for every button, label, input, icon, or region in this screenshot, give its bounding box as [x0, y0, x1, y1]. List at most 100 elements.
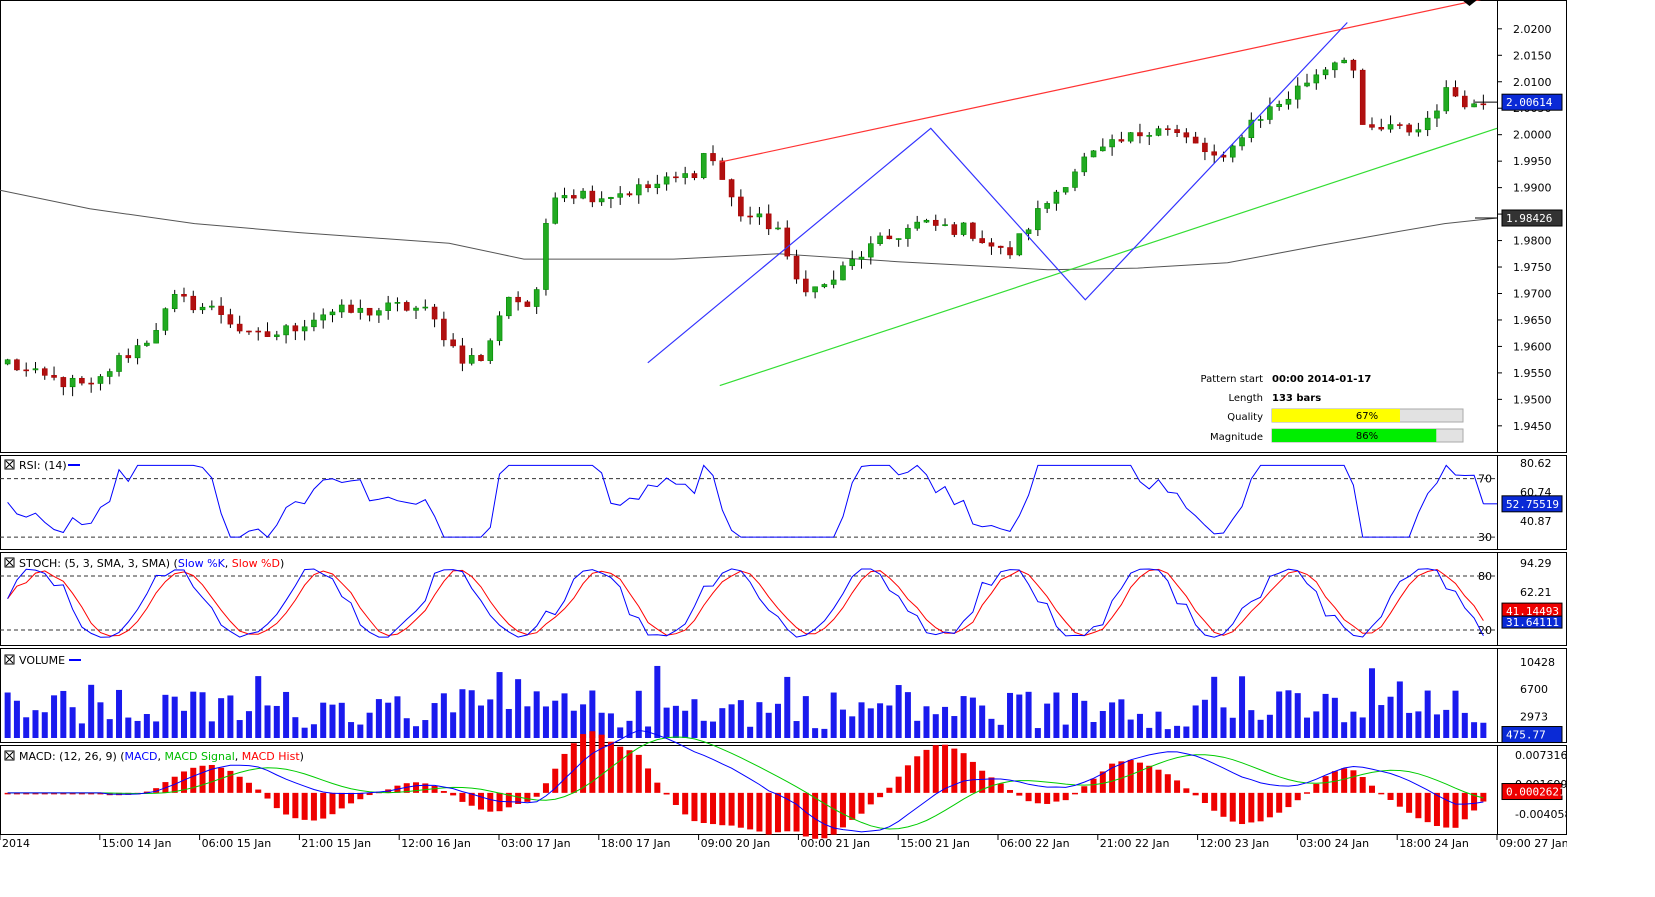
candle-body — [654, 183, 661, 189]
macd-hist-bar — [1406, 792, 1413, 813]
rsi-level-label: 70 — [1478, 473, 1492, 486]
candle-body — [413, 307, 419, 311]
stoch-close-icon[interactable] — [4, 557, 15, 568]
macd-hist-bar — [468, 792, 475, 806]
volume-bar — [1220, 707, 1227, 738]
macd-hist-bar — [143, 791, 150, 794]
macd-hist-bar — [1053, 792, 1060, 802]
macd-hist-bar — [1276, 792, 1283, 813]
candle-body — [700, 153, 707, 179]
volume-close-icon[interactable] — [4, 654, 15, 665]
macd-hist-bar — [1127, 759, 1134, 793]
macd-hist-bar — [413, 782, 420, 793]
y-tick-label: 2.0150 — [1513, 49, 1552, 62]
macd-hist-bar — [747, 792, 754, 830]
macd-hist-bar — [60, 792, 67, 795]
volume-bar — [413, 726, 420, 738]
volume-bar — [524, 706, 531, 738]
candle-body — [543, 223, 549, 290]
volume-bar — [1118, 699, 1125, 738]
macd-hist-bar — [348, 792, 355, 804]
macd-hist-bar — [570, 743, 577, 793]
volume-bar — [1136, 713, 1143, 738]
volume-bars: 10428 6700 2973 475.77 — [4, 656, 1563, 744]
candle-body — [1007, 247, 1013, 256]
candle-body — [1415, 129, 1422, 133]
candle-body — [1072, 171, 1078, 188]
volume-bar — [1229, 717, 1236, 738]
macd-hist-bar — [1025, 792, 1032, 802]
volume-bar — [125, 717, 132, 738]
macd-legend-macd: MACD — [125, 750, 158, 763]
macd-hist-bar — [691, 792, 698, 822]
rsi-level-label: 30 — [1478, 531, 1492, 544]
macd-hist-bar — [338, 792, 345, 809]
volume-bar — [422, 720, 429, 738]
macd-close-icon[interactable] — [4, 750, 15, 761]
candle-body — [1053, 191, 1060, 204]
volume-bar — [23, 717, 30, 738]
candle-body — [821, 284, 828, 288]
candle-body — [283, 325, 289, 336]
pattern-quality-value: 67% — [1356, 411, 1378, 422]
candle-body — [14, 359, 20, 371]
candle-body — [1341, 59, 1347, 64]
y-tick-label: 2.0200 — [1513, 23, 1552, 36]
volume-bar — [747, 726, 754, 738]
candle-body — [561, 195, 568, 199]
macd-hist-bar — [329, 792, 336, 815]
candle-body — [979, 238, 985, 244]
volume-bar — [375, 699, 382, 738]
volume-bar — [997, 724, 1004, 738]
macd-hist-bar — [1378, 792, 1385, 795]
candle-body — [292, 325, 299, 332]
macd-hist-bar — [1396, 792, 1403, 807]
volume-bar — [1174, 725, 1181, 738]
macd-hist-bar — [561, 753, 568, 793]
volume-bar — [979, 705, 986, 738]
candle-body — [1146, 135, 1153, 137]
y-tick-label: 1.9600 — [1513, 340, 1552, 353]
macd-hist-bar — [1331, 771, 1338, 793]
macd-hist-bar — [208, 764, 215, 793]
volume-bar — [988, 718, 995, 738]
macd-hist-bar — [264, 792, 271, 799]
candle-body — [144, 342, 150, 346]
volume-bar — [143, 714, 150, 738]
macd-hist-bar — [969, 761, 976, 793]
volume-bar — [162, 694, 169, 738]
volume-tick-label: 2973 — [1520, 710, 1548, 723]
volume-bar — [264, 705, 271, 738]
volume-bar — [403, 718, 410, 738]
candle-body — [246, 330, 252, 333]
x-tick-label: 03:00 17 Jan — [501, 837, 571, 850]
rsi-close-icon[interactable] — [4, 459, 15, 470]
macd-hist-bar — [812, 792, 819, 839]
volume-bar — [1341, 722, 1348, 738]
macd-hist-bar — [236, 776, 243, 793]
macd-hist-bar — [255, 789, 262, 793]
candle-body — [775, 227, 781, 230]
rsi-tick-label: 80.62 — [1520, 457, 1552, 470]
candle-body — [812, 286, 818, 293]
stoch-title: STOCH: (5, 3, SMA, 3, SMA) (Slow %K, Slo… — [19, 557, 284, 570]
ma-value-bubble — [1501, 209, 1563, 227]
candle-body — [450, 339, 456, 347]
volume-bar — [793, 721, 800, 738]
macd-hist-bar — [849, 792, 856, 820]
macd-hist-bar — [199, 765, 206, 793]
volume-bar — [626, 720, 633, 738]
macd-signal-line — [7, 736, 1484, 830]
volume-bar — [1007, 692, 1014, 738]
volume-bar — [1211, 676, 1218, 738]
volume-bar — [1331, 697, 1338, 738]
macd-hist-bar — [914, 756, 921, 793]
macd-hist-bar — [997, 783, 1004, 793]
macd-hist-bar — [477, 792, 484, 810]
wedge-lower-line — [719, 127, 1498, 387]
macd-hist-bar — [1220, 792, 1227, 817]
candle-body — [1322, 69, 1329, 76]
zigzag-line — [647, 22, 1348, 364]
macd-hist-bar — [1016, 792, 1023, 796]
